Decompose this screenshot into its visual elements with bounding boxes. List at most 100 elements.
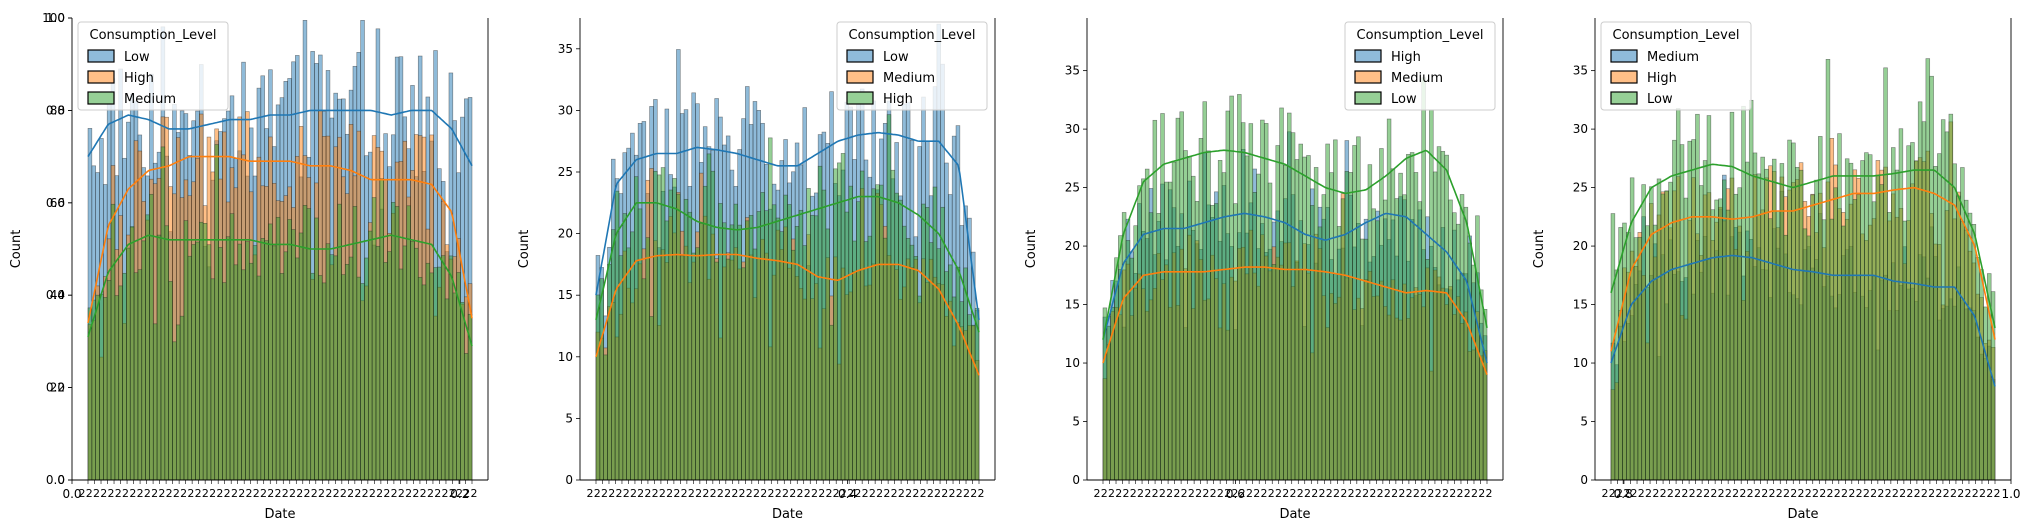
histogram-bar xyxy=(321,282,327,481)
histogram-bar xyxy=(626,247,631,481)
histogram-bar xyxy=(725,258,731,481)
histogram-bar xyxy=(1914,160,1919,481)
x-tick-label: 2 xyxy=(1783,487,1790,500)
histogram-bar xyxy=(1467,242,1472,481)
background-x-tick-label: 0.0 xyxy=(62,487,81,501)
x-tick-label: 2 xyxy=(594,487,601,500)
histogram-bar xyxy=(1860,160,1865,481)
histogram-bar xyxy=(1160,113,1165,481)
histogram-bar xyxy=(1841,225,1846,481)
histogram-bar xyxy=(103,297,108,481)
histogram-bar xyxy=(302,205,308,481)
x-tick-label: 2 xyxy=(601,487,608,500)
histogram-bar xyxy=(1963,199,1969,481)
x-tick-label: 2 xyxy=(688,487,695,500)
histogram-bar xyxy=(1741,105,1746,481)
histogram-bar xyxy=(1283,165,1288,481)
histogram-bar xyxy=(768,137,773,481)
histogram-bar xyxy=(260,238,265,481)
histogram-bar xyxy=(1614,269,1619,481)
histogram-bar xyxy=(1171,161,1177,481)
histogram-bar xyxy=(1691,139,1696,481)
background-y-tick-label: 0.2 xyxy=(46,381,65,395)
x-tick-label: 2 xyxy=(1754,487,1761,500)
histogram-bar xyxy=(1675,108,1681,481)
legend-label: High xyxy=(883,92,913,107)
histogram-bar xyxy=(375,245,381,481)
x-tick-label: 2 xyxy=(724,487,731,500)
y-tick-label: 0 xyxy=(565,473,573,487)
background-y-tick-label: 0.8 xyxy=(46,103,65,117)
histogram-bar xyxy=(425,262,431,481)
x-tick-label: 2 xyxy=(869,487,876,500)
x-tick-label: 2 xyxy=(608,487,615,500)
y-tick-label: 80 xyxy=(50,103,65,117)
x-tick-label: 2 xyxy=(652,487,659,500)
histogram-bar xyxy=(1325,143,1330,481)
histogram-bar xyxy=(1482,309,1488,481)
histogram-bar xyxy=(656,174,662,481)
histogram-bar xyxy=(1375,220,1380,481)
histogram-bar xyxy=(936,248,941,481)
histogram-bar xyxy=(1714,199,1719,481)
y-tick-label: 5 xyxy=(565,411,573,425)
x-tick-label: 2 xyxy=(1333,487,1340,500)
legend-label: Low xyxy=(1647,92,1673,107)
series-low-bars xyxy=(1610,58,1996,481)
y-tick-label: 30 xyxy=(558,103,573,117)
x-tick-label: 2 xyxy=(1914,487,1921,500)
histogram-bar xyxy=(1960,167,1965,481)
histogram-bar xyxy=(951,296,957,481)
histogram-bar xyxy=(368,230,373,481)
x-tick-label: 2 xyxy=(1144,487,1151,500)
histogram-bar xyxy=(1352,145,1357,481)
x-axis-label: Date xyxy=(1279,507,1310,522)
x-tick-label: 2 xyxy=(245,487,252,500)
x-tick-label: 2 xyxy=(1841,487,1848,500)
x-tick-label: 2 xyxy=(862,487,869,500)
histogram-bar xyxy=(1383,199,1388,481)
histogram-bar xyxy=(917,295,922,481)
histogram-bar xyxy=(1891,147,1896,481)
histogram-bar xyxy=(817,165,823,481)
x-tick-label: 2 xyxy=(1790,487,1797,500)
histogram-bar xyxy=(641,278,647,481)
x-tick-label: 2 xyxy=(681,487,688,500)
histogram-bar xyxy=(1244,155,1250,481)
histogram-bar xyxy=(99,293,104,481)
histogram-bar xyxy=(1787,139,1792,481)
histogram-bar xyxy=(1148,212,1154,481)
y-axis-label: Count xyxy=(1532,230,1547,269)
histogram-bar xyxy=(1417,201,1423,481)
histogram-bar xyxy=(1929,75,1934,481)
histogram-bar xyxy=(452,292,457,481)
x-tick-label: 2 xyxy=(144,487,151,500)
histogram-bar xyxy=(1194,201,1200,481)
histogram-bar xyxy=(448,255,454,481)
legend-label: Low xyxy=(124,50,150,65)
y-tick-label: 20 xyxy=(50,381,65,395)
histogram-bar xyxy=(202,223,208,481)
histogram-bar xyxy=(1436,146,1442,481)
histogram-bar xyxy=(287,219,292,481)
histogram-bar xyxy=(875,184,880,481)
histogram-bar xyxy=(275,216,281,481)
histogram-bar xyxy=(1652,224,1658,481)
kde-line-high xyxy=(595,195,980,333)
histogram-bar xyxy=(1206,150,1211,481)
x-tick-label: 2 xyxy=(180,487,187,500)
histogram-bar xyxy=(668,189,673,481)
histogram-bar xyxy=(237,243,242,481)
x-tick-label: 2 xyxy=(1979,487,1986,500)
histogram-bar xyxy=(810,214,815,481)
histogram-bar xyxy=(699,223,704,481)
histogram-bar xyxy=(1752,152,1758,481)
histogram-bar xyxy=(718,203,723,481)
legend-swatch-medium xyxy=(1610,49,1638,63)
histogram-bar xyxy=(110,203,116,481)
histogram-bar xyxy=(1871,201,1877,481)
histogram-bar xyxy=(752,248,758,481)
histogram-bar xyxy=(233,264,239,481)
histogram-bar xyxy=(176,324,181,481)
histogram-bar xyxy=(1733,193,1739,481)
